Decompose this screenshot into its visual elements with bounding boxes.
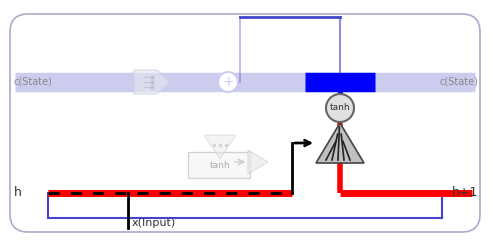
Text: tanh: tanh bbox=[210, 160, 230, 169]
Polygon shape bbox=[134, 70, 170, 94]
Circle shape bbox=[218, 72, 238, 92]
Text: tanh: tanh bbox=[330, 104, 350, 112]
Text: c(State): c(State) bbox=[14, 77, 53, 87]
Circle shape bbox=[326, 94, 354, 122]
Text: h: h bbox=[14, 186, 22, 200]
Polygon shape bbox=[204, 135, 236, 159]
Text: +: + bbox=[222, 75, 234, 89]
Polygon shape bbox=[248, 150, 268, 174]
Polygon shape bbox=[316, 123, 364, 163]
Text: c(State): c(State) bbox=[439, 77, 478, 87]
Text: h+1: h+1 bbox=[452, 186, 478, 200]
FancyBboxPatch shape bbox=[188, 152, 250, 178]
Text: x(Input): x(Input) bbox=[132, 218, 176, 228]
